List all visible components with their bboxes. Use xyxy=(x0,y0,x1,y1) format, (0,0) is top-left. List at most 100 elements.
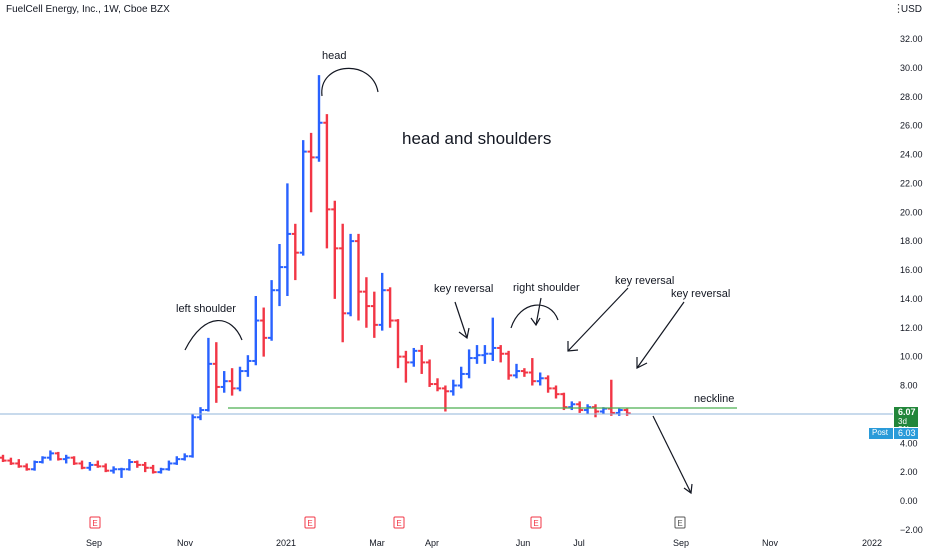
ohlc-bar[interactable] xyxy=(307,132,315,213)
ohlc-bar[interactable] xyxy=(402,350,410,383)
earnings-marker[interactable]: E xyxy=(89,516,101,529)
ohlc-bar[interactable] xyxy=(354,233,363,321)
ohlc-bar[interactable] xyxy=(220,371,228,393)
ohlc-bar[interactable] xyxy=(0,454,7,463)
ohlc-bar[interactable] xyxy=(15,459,23,468)
ohlc-bar[interactable] xyxy=(473,345,481,364)
ohlc-bar[interactable] xyxy=(70,456,78,465)
ohlc-bar[interactable] xyxy=(244,355,252,377)
ohlc-bar[interactable] xyxy=(560,392,568,411)
ohlc-bar[interactable] xyxy=(149,464,157,474)
svg-text:E: E xyxy=(396,519,401,528)
ohlc-bar[interactable] xyxy=(520,368,528,377)
ohlc-bar[interactable] xyxy=(31,460,39,471)
ohlc-bar[interactable] xyxy=(418,345,426,374)
ohlc-bar[interactable] xyxy=(505,350,513,380)
ohlc-bar[interactable] xyxy=(323,114,331,249)
ohlc-bar[interactable] xyxy=(331,200,339,299)
ohlc-bar[interactable] xyxy=(544,375,552,393)
ohlc-bar[interactable] xyxy=(410,347,418,367)
ohlc-bar[interactable] xyxy=(386,287,394,328)
ohlc-bar[interactable] xyxy=(173,456,181,465)
ohlc-bar[interactable] xyxy=(299,140,307,256)
key-reversal-arrow-3[interactable] xyxy=(636,301,685,369)
ohlc-bar[interactable] xyxy=(457,366,465,389)
ohlc-bar[interactable] xyxy=(591,404,600,418)
ohlc-bar[interactable] xyxy=(623,408,631,416)
ohlc-bar[interactable] xyxy=(362,277,370,328)
right-shoulder-arrow[interactable] xyxy=(530,297,542,327)
ohlc-bar[interactable] xyxy=(481,345,489,364)
ohlc-bar[interactable] xyxy=(38,456,47,464)
ohlc-bar[interactable] xyxy=(465,349,473,379)
more-options-icon[interactable]: ⋮ xyxy=(893,3,904,15)
ohlc-bar[interactable] xyxy=(54,451,62,461)
ohlc-bar[interactable] xyxy=(449,379,457,396)
ohlc-bar[interactable] xyxy=(607,379,615,416)
ohlc-bar[interactable] xyxy=(236,366,244,392)
y-tick-label: 28.00 xyxy=(900,92,923,102)
ohlc-bar[interactable] xyxy=(23,463,31,471)
ohlc-bar[interactable] xyxy=(133,460,141,468)
ohlc-bar[interactable] xyxy=(615,408,623,416)
ohlc-bar[interactable] xyxy=(228,368,236,396)
earnings-marker[interactable]: E xyxy=(304,516,316,529)
ohlc-bar[interactable] xyxy=(94,460,102,468)
ohlc-bar[interactable] xyxy=(426,359,434,387)
ohlc-bar[interactable] xyxy=(584,404,592,415)
ohlc-bar[interactable] xyxy=(433,378,442,392)
x-tick-label: Nov xyxy=(177,538,194,548)
ohlc-bar[interactable] xyxy=(252,295,260,366)
ohlc-bar[interactable] xyxy=(117,467,126,478)
ohlc-bar[interactable] xyxy=(347,233,355,317)
post-market-tag[interactable]: Post xyxy=(869,428,893,439)
breakdown-target-arrow[interactable] xyxy=(652,415,693,495)
ohlc-bar[interactable] xyxy=(394,319,402,369)
ohlc-bar[interactable] xyxy=(283,183,291,296)
ohlc-bar[interactable] xyxy=(141,462,149,473)
ohlc-bar[interactable] xyxy=(62,454,70,464)
ohlc-bar[interactable] xyxy=(568,401,576,411)
earnings-marker[interactable]: E xyxy=(393,516,405,529)
ohlc-bar[interactable] xyxy=(204,337,212,412)
ohlc-bar[interactable] xyxy=(378,272,386,331)
ohlc-bar[interactable] xyxy=(576,401,584,413)
ohlc-bar[interactable] xyxy=(181,453,189,461)
ohlc-bar[interactable] xyxy=(212,342,220,403)
ohlc-bar[interactable] xyxy=(46,450,54,461)
ohlc-bar[interactable] xyxy=(489,317,497,361)
key-reversal-arrow-2[interactable] xyxy=(567,287,629,352)
ohlc-bar[interactable] xyxy=(512,363,521,379)
left-shoulder-arc[interactable] xyxy=(184,320,243,351)
ohlc-bar[interactable] xyxy=(260,307,268,357)
ohlc-bar[interactable] xyxy=(552,385,560,399)
ohlc-bar[interactable] xyxy=(441,385,449,412)
earnings-marker[interactable]: E xyxy=(530,516,542,529)
ohlc-bar[interactable] xyxy=(102,463,110,473)
current-price-tag[interactable]: 6.07 3d 21h xyxy=(894,407,918,434)
ohlc-bar[interactable] xyxy=(110,466,118,474)
ohlc-bar[interactable] xyxy=(7,457,15,465)
ohlc-bar[interactable] xyxy=(339,223,347,343)
ohlc-bar[interactable] xyxy=(315,75,323,162)
x-axis: Sep Nov 2021 Mar Apr Jun Jul Sep Nov 2022 xyxy=(86,538,882,548)
ohlc-bar[interactable] xyxy=(275,244,284,307)
ohlc-bar[interactable] xyxy=(536,372,544,386)
ohlc-bar[interactable] xyxy=(528,358,536,386)
ohlc-bar[interactable] xyxy=(189,414,197,458)
key-reversal-arrow-1[interactable] xyxy=(454,301,470,340)
ohlc-bar[interactable] xyxy=(291,223,299,281)
ohlc-bar[interactable] xyxy=(165,460,173,471)
ohlc-bar[interactable] xyxy=(157,467,165,474)
ohlc-bar[interactable] xyxy=(497,345,505,363)
ohlc-bar[interactable] xyxy=(268,280,276,341)
ohlc-bar[interactable] xyxy=(125,459,133,471)
head-arc[interactable] xyxy=(321,67,379,97)
ohlc-bar[interactable] xyxy=(78,460,86,470)
ohlc-bar[interactable] xyxy=(86,462,94,471)
earnings-marker[interactable]: E xyxy=(674,516,686,529)
right-shoulder-arc[interactable] xyxy=(510,304,559,329)
ohlc-bar[interactable] xyxy=(370,291,378,338)
